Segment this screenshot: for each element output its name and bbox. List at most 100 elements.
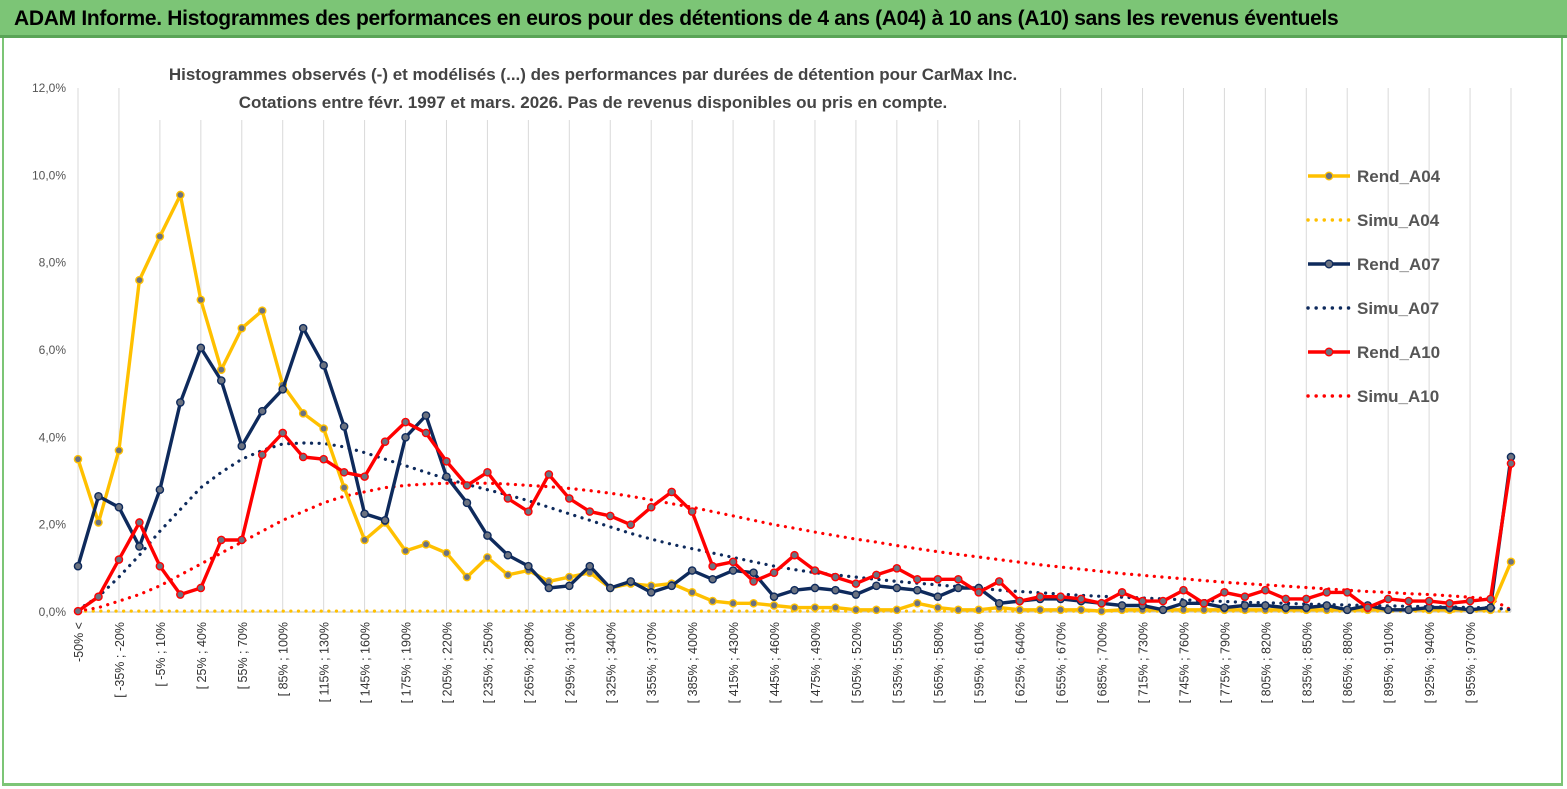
data-point-rend-a10 [1261,585,1270,595]
report-title: ADAM Informe. Histogrammes des performan… [14,7,1339,30]
data-point-rend-a07 [872,581,881,591]
data-point-rend-a04 [933,603,943,612]
data-point-rend-a10 [503,494,513,503]
data-point-rend-a10 [1506,459,1516,468]
data-point-rend-a10 [1097,598,1106,608]
data-point-rend-a07 [810,583,820,593]
data-point-rend-a10 [360,472,369,481]
data-point-rend-a07 [1486,603,1495,612]
data-point-rend-a07 [319,360,328,370]
series-line-rend-a07 [76,326,1513,612]
data-point-rend-a04 [892,605,902,615]
data-point-rend-a07 [790,585,799,595]
data-point-rend-a07 [94,491,103,501]
data-point-rend-a07 [728,566,738,575]
data-point-rend-a07 [749,568,758,578]
data-point-rend-a10 [196,583,206,593]
x-tick-label: [ 325% ; 340% [604,622,618,703]
x-tick-label: [ 25% ; 40% [195,622,209,689]
series-line-simu-a07 [76,441,1513,612]
x-tick-label: [ 955% ; 970% [1464,622,1478,703]
legend-marker-rend-a04 [1324,171,1334,181]
report-header: ADAM Informe. Histogrammes des performan… [0,0,1567,38]
x-tick-label: [ 445% ; 460% [768,622,782,703]
data-point-rend-a10 [953,574,963,584]
data-point-rend-a10 [1117,588,1127,597]
data-point-rend-a10 [585,507,595,516]
data-point-rend-a04 [872,605,881,615]
data-point-rend-a07 [503,550,513,560]
y-axis: 0,0% 2,0% 4,0% 6,0% 8,0% 10,0% 12,0% [32,81,66,619]
data-point-rend-a10 [913,574,922,584]
data-point-rend-a04 [503,570,513,580]
data-point-rend-a10 [1424,596,1434,606]
data-point-rend-a07 [1322,601,1332,610]
data-point-rend-a10 [728,557,738,567]
data-point-rend-a10 [73,606,83,616]
data-point-rend-a04 [1056,605,1065,615]
data-point-rend-a10 [380,437,390,447]
data-point-rend-a04 [1506,557,1516,567]
data-point-rend-a04 [114,446,124,455]
data-point-rend-a10 [1240,592,1250,602]
data-point-rend-a04 [831,603,840,612]
data-point-rend-a07 [114,502,124,512]
data-point-rend-a10 [114,555,124,564]
legend: Rend_A04 Simu_A04 Rend_A07 Simu_A07 Rend_A10… [1306,167,1441,406]
y-tick-label: 12,0% [32,81,66,95]
data-point-rend-a07 [524,561,533,571]
data-point-rend-a07 [483,531,492,540]
data-point-rend-a04 [94,518,103,527]
data-point-rend-a07 [953,583,963,593]
data-point-rend-a04 [913,598,922,608]
series-layer [73,190,1516,616]
y-tick-label: 4,0% [39,430,67,444]
chart-grid [77,88,1512,613]
chart-subtitle: Cotations entre févr. 1997 et mars. 2026… [239,93,948,112]
x-tick-label: [ 145% ; 160% [359,622,373,703]
data-point-rend-a10 [1445,598,1454,608]
y-tick-label: 0,0% [39,605,67,619]
x-tick-label: [ 205% ; 220% [440,622,454,703]
data-point-rend-a10 [1383,594,1393,604]
data-point-rend-a07 [278,384,288,394]
data-point-rend-a04 [708,596,717,606]
data-point-rend-a04 [421,540,431,549]
chart-title-block: Histogrammes observés (-) et modélisés (… [150,58,1035,120]
data-point-rend-a10 [462,481,472,490]
data-point-rend-a10 [1486,594,1495,604]
data-point-rend-a10 [155,561,165,571]
data-point-rend-a07 [994,598,1004,608]
data-point-rend-a10 [544,470,554,479]
data-point-rend-a10 [237,535,247,545]
x-tick-label: [ 775% ; 790% [1218,622,1232,703]
x-tick-label: [ 505% ; 520% [850,622,864,703]
y-tick-label: 6,0% [39,343,67,357]
data-point-rend-a10 [298,452,308,462]
x-tick-label: [ 415% ; 430% [727,622,741,703]
x-tick-label: [ 805% ; 820% [1259,622,1273,703]
data-point-rend-a04 [196,295,206,305]
data-point-rend-a10 [892,564,902,573]
data-point-rend-a04 [851,605,861,615]
data-point-rend-a07 [298,323,308,333]
data-point-rend-a10 [257,450,267,460]
data-point-rend-a10 [319,454,328,464]
data-point-rend-a10 [1076,594,1086,604]
data-point-rend-a10 [790,550,799,560]
chart-frame [2,38,1563,786]
data-point-rend-a04 [176,190,185,200]
data-point-rend-a07 [1281,603,1291,612]
x-tick-label: [ 865% ; 880% [1341,622,1355,703]
x-tick-label: [ -35% ; -20% [113,622,127,698]
data-point-rend-a04 [360,535,369,545]
data-point-rend-a04 [319,424,328,433]
data-point-rend-a10 [176,590,185,599]
y-tick-label: 2,0% [39,518,67,532]
x-tick-label: [ 565% ; 580% [932,622,946,703]
data-point-rend-a07 [851,590,861,599]
data-point-rend-a04 [1076,605,1086,615]
y-tick-label: 8,0% [39,256,67,270]
x-tick-label: [ 115% ; 130% [318,622,332,702]
